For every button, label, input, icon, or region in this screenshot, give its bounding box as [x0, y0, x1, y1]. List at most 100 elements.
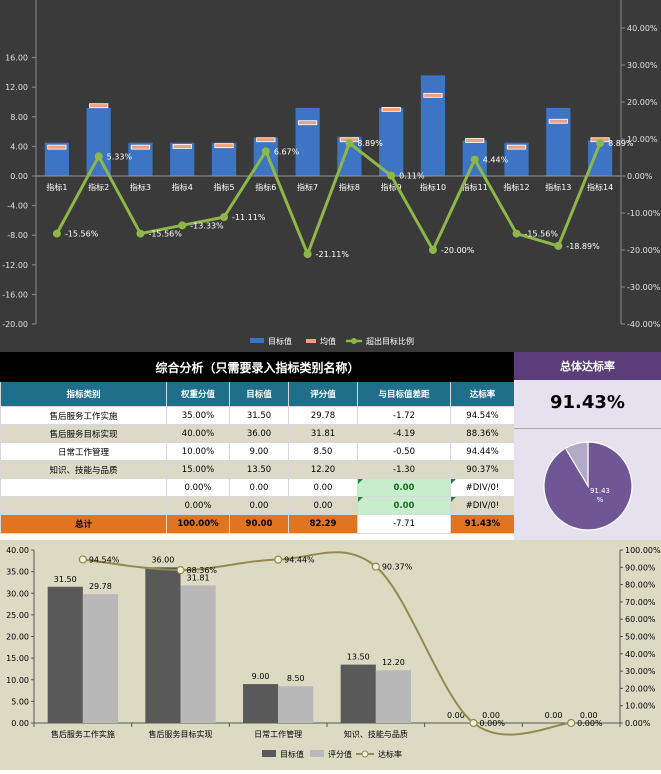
error-indicator	[358, 479, 363, 484]
table-cell[interactable]	[0, 478, 167, 497]
table-row: 日常工作管理 10.00% 9.00 8.50 -0.50 94.44%	[0, 442, 515, 461]
overall-rate-title: 总体达标率	[514, 352, 661, 380]
category-label: 指标5	[213, 182, 234, 192]
table-cell[interactable]: 13.50	[229, 460, 289, 479]
rate-label: 90.37%	[382, 563, 413, 572]
indicator-chart-svg: 16.00 12.00 8.00 4.00 0.00 -4.00 -8.00 -12.00 -1…	[2, 0, 661, 346]
rate-label: 94.54%	[89, 555, 120, 564]
exceed-ratio-label: -15.56%	[148, 230, 182, 239]
y2-tick-label: 30.00%	[625, 667, 656, 676]
table-cell[interactable]: #DIV/0!	[450, 496, 515, 515]
legend-label: 目标值	[280, 749, 304, 759]
y-tick-label: -20.00	[2, 320, 28, 329]
exceed-ratio-label: 8.89%	[608, 139, 634, 148]
score-bar	[180, 585, 216, 723]
table-cell[interactable]: 29.78	[288, 406, 358, 425]
y2-tick-label: 10.00%	[625, 702, 656, 711]
category-label: 知识、技能与品质	[344, 729, 408, 739]
y2-tick-label: -30.00%	[627, 283, 661, 292]
table-cell[interactable]: 15.00%	[166, 460, 230, 479]
y2-tick-label: 40.00%	[625, 650, 656, 659]
category-label: 日常工作管理	[254, 729, 302, 739]
table-cell[interactable]: 0.00%	[166, 478, 230, 497]
table-cell[interactable]: 0.00	[229, 496, 289, 515]
table-cell[interactable]: 10.00%	[166, 442, 230, 461]
table-cell[interactable]: -4.19	[357, 424, 451, 443]
table-cell[interactable]: #DIV/0!	[450, 478, 515, 497]
total-cell[interactable]: -7.71	[357, 514, 451, 534]
category-label: 指标11	[462, 182, 488, 192]
y2-tick-label: 40.00%	[627, 24, 658, 33]
table-cell[interactable]: 90.37%	[450, 460, 515, 479]
mean-marker	[423, 92, 443, 98]
table-cell[interactable]: 9.00	[229, 442, 289, 461]
table-cell[interactable]: 36.00	[229, 424, 289, 443]
score-bar-label: 0.00	[580, 711, 598, 720]
y-tick-label: 25.00	[6, 611, 29, 620]
exceed-ratio-label: 8.89%	[357, 139, 383, 148]
target-bar	[546, 107, 571, 176]
pie-value-label: 91.43	[590, 487, 610, 495]
exceed-ratio-point	[220, 213, 229, 222]
total-cell[interactable]: 82.29	[288, 514, 358, 534]
error-indicator	[358, 497, 363, 502]
table-cell[interactable]: 31.50	[229, 406, 289, 425]
table-cell[interactable]: 日常工作管理	[0, 442, 167, 461]
category-label: 指标12	[503, 182, 529, 192]
category-label: 指标13	[545, 182, 571, 192]
table-cell[interactable]: -1.72	[357, 406, 451, 425]
y2-tick-label: 60.00%	[625, 615, 656, 624]
category-label: 指标8	[339, 182, 360, 192]
table-cell[interactable]: 12.20	[288, 460, 358, 479]
exceed-ratio-point	[470, 155, 479, 164]
table-cell[interactable]: 31.81	[288, 424, 358, 443]
legend-swatch-target	[250, 338, 264, 343]
table-cell[interactable]: -1.30	[357, 460, 451, 479]
y2-tick-label: 50.00%	[625, 633, 656, 642]
exceed-ratio-point	[303, 250, 312, 259]
table-cell[interactable]: 35.00%	[166, 406, 230, 425]
category-label: 指标6	[255, 182, 276, 192]
score-bar-label: 8.50	[287, 674, 305, 683]
exceed-ratio-point	[136, 229, 145, 238]
table-cell[interactable]: 0.00%	[166, 496, 230, 515]
exceed-ratio-point	[345, 139, 354, 148]
score-bar-label: 0.00	[482, 711, 500, 720]
summary-panel: 综合分析（只需要录入指标类别名称） 指标类别 权重分值 目标值 评分值 与目标值差距 达标率…	[0, 352, 661, 540]
category-label: 指标7	[297, 182, 318, 192]
table-row: 0.00% 0.00 0.00 0.00 #DIV/0!	[0, 478, 515, 497]
y-tick-label: 15.00	[6, 654, 29, 663]
total-cell[interactable]: 91.43%	[450, 514, 515, 534]
mean-marker	[506, 144, 527, 150]
table-cell[interactable]: 94.54%	[450, 406, 515, 425]
table-cell[interactable]	[0, 496, 167, 515]
table-cell[interactable]: 0.00	[357, 496, 451, 515]
y2-tick-label: 20.00%	[627, 98, 658, 107]
table-cell[interactable]: 0.00	[288, 478, 358, 497]
table-cell[interactable]: 0.00	[357, 478, 451, 497]
table-cell[interactable]: 8.50	[288, 442, 358, 461]
rate-point	[274, 555, 283, 564]
mean-marker	[172, 143, 192, 149]
y-tick-label: -12.00	[2, 261, 28, 270]
rate-point	[176, 566, 185, 575]
exceed-ratio-label: -18.89%	[566, 242, 600, 251]
rate-point	[567, 718, 576, 728]
table-cell[interactable]: 售后服务目标实现	[0, 424, 167, 443]
table-cell[interactable]: 40.00%	[166, 424, 230, 443]
table-cell[interactable]: 88.36%	[450, 424, 515, 443]
table-cell[interactable]: 知识、技能与品质	[0, 460, 167, 479]
target-bar	[86, 107, 111, 176]
table-cell[interactable]: 0.00	[229, 478, 289, 497]
exceed-ratio-label: -15.56%	[65, 230, 99, 239]
table-cell[interactable]: 售后服务工作实施	[0, 406, 167, 425]
total-cell[interactable]: 总计	[0, 514, 167, 534]
total-cell[interactable]: 90.00	[229, 514, 289, 534]
score-bar-label: 31.81	[187, 573, 210, 582]
total-row: 总计 100.00% 90.00 82.29 -7.71 91.43%	[0, 514, 515, 534]
total-cell[interactable]: 100.00%	[166, 514, 230, 534]
table-cell[interactable]: 94.44%	[450, 442, 515, 461]
table-cell[interactable]: 0.00	[288, 496, 358, 515]
category-label: 售后服务工作实施	[51, 729, 115, 739]
table-cell[interactable]: -0.50	[357, 442, 451, 461]
